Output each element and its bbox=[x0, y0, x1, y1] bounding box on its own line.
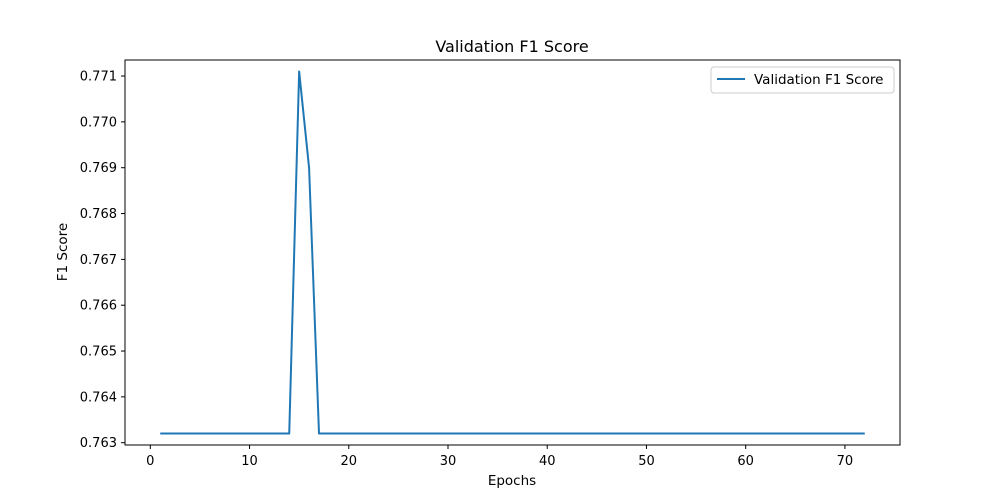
series-layer bbox=[160, 70, 865, 435]
x-tick-label: 30 bbox=[440, 454, 457, 469]
y-tick-label: 0.768 bbox=[80, 207, 117, 222]
y-axis: 0.763 0.764 0.765 0.766 0.767 0.768 0.769 0.770… bbox=[80, 70, 125, 451]
x-tick-label: 50 bbox=[638, 454, 655, 469]
x-tick-label: 60 bbox=[737, 454, 754, 469]
x-tick-label: 70 bbox=[837, 454, 854, 469]
legend: Validation F1 Score bbox=[710, 66, 895, 94]
y-tick-label: 0.763 bbox=[80, 436, 117, 451]
y-tick-label: 0.769 bbox=[80, 161, 117, 176]
x-axis-label: Epochs bbox=[488, 473, 536, 489]
series-line bbox=[160, 70, 865, 435]
y-tick-label: 0.771 bbox=[80, 70, 117, 85]
plot-frame bbox=[124, 59, 901, 446]
chart-title: Validation F1 Score bbox=[435, 37, 588, 56]
y-tick-label: 0.764 bbox=[80, 390, 117, 405]
x-tick-label: 10 bbox=[241, 454, 258, 469]
y-tick-label: 0.765 bbox=[80, 345, 117, 360]
y-tick-label: 0.767 bbox=[80, 253, 117, 268]
legend-box bbox=[710, 66, 895, 94]
x-axis: 0 10 20 30 40 50 60 70 bbox=[146, 445, 853, 469]
plot-area bbox=[125, 60, 900, 445]
x-tick-label: 0 bbox=[146, 454, 154, 469]
legend-label: Validation F1 Score bbox=[754, 72, 883, 88]
y-tick-label: 0.770 bbox=[80, 115, 117, 130]
y-axis-label: F1 Score bbox=[55, 223, 71, 281]
x-tick-label: 40 bbox=[539, 454, 556, 469]
y-tick-label: 0.766 bbox=[80, 299, 117, 314]
x-tick-label: 20 bbox=[340, 454, 357, 469]
